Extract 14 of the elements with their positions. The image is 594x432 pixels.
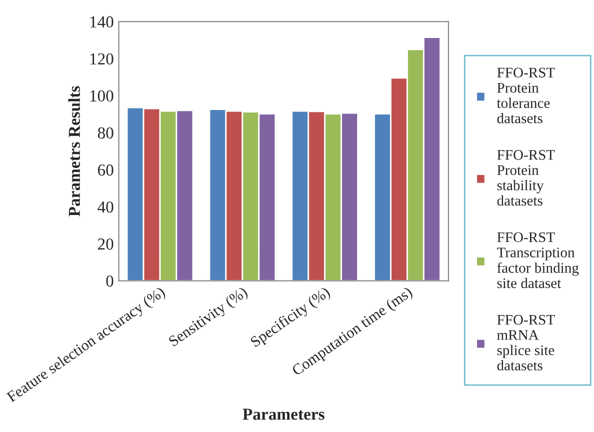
y-tick-label: 0 xyxy=(106,276,114,287)
legend-label: FFO-RST Protein tolerance datasets xyxy=(496,68,555,124)
legend-label: FFO-RST Transcription factor binding site dataset xyxy=(497,232,579,288)
legend-label: FFO-RST mRNA splice site datasets xyxy=(497,314,555,370)
y-tick-label: 140 xyxy=(90,16,114,28)
y-tick-label: 100 xyxy=(90,90,114,102)
legend-label: FFO-RST Protein stability datasets xyxy=(497,150,555,206)
y-tick-label: 120 xyxy=(90,53,114,65)
x-axis-title: Parameters xyxy=(242,408,324,420)
y-axis-title: Parametrs Results xyxy=(68,86,80,216)
y-tick-label: 80 xyxy=(98,127,114,139)
y-tick-label: 60 xyxy=(98,164,114,176)
y-tick-label: 20 xyxy=(98,238,114,250)
y-tick-label: 40 xyxy=(98,201,114,213)
